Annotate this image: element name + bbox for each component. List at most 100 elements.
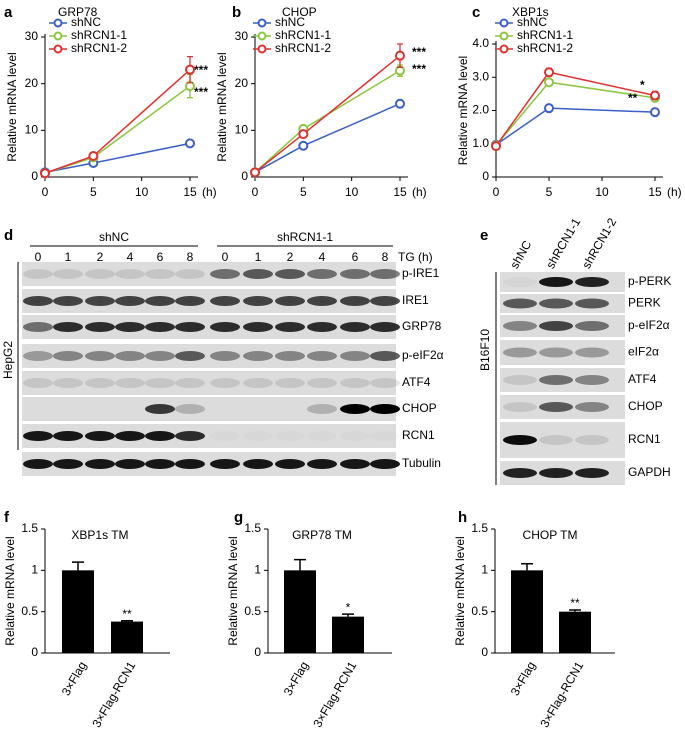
- blot-strip: [22, 371, 396, 395]
- band: [503, 347, 537, 358]
- y-axis-label: Relative mRNA level: [453, 536, 467, 645]
- legend-label: shRCN1-1: [517, 28, 573, 42]
- y-tick-label: 0.5: [244, 604, 261, 618]
- lane-label: 1: [255, 250, 262, 264]
- series-line: [44, 85, 191, 174]
- band: [115, 378, 145, 388]
- band: [145, 431, 175, 441]
- y-tick-label: 30: [25, 29, 39, 43]
- lane-label: 0: [222, 250, 229, 264]
- legend-marker: [499, 31, 509, 41]
- band: [115, 459, 145, 469]
- band: [145, 322, 175, 332]
- band: [275, 296, 305, 306]
- band: [307, 431, 337, 441]
- y-tick-label: 0.5: [21, 604, 38, 618]
- panel-letter: a: [4, 4, 13, 21]
- legend-label: shRCN1-2: [275, 41, 331, 55]
- band: [175, 269, 205, 279]
- y-tick-label: 3.0: [472, 69, 489, 83]
- point: [650, 107, 660, 118]
- row-label: CHOP: [402, 401, 437, 415]
- x-tick-label: 5: [300, 185, 307, 199]
- band: [575, 321, 609, 331]
- band: [575, 347, 609, 358]
- y-axis-label: Relative mRNA level: [3, 536, 17, 645]
- band: [539, 298, 573, 309]
- series-line: [44, 142, 191, 174]
- band: [53, 269, 83, 279]
- point: [40, 168, 50, 179]
- panel-letter: h: [458, 509, 467, 526]
- y-tick-label: 20: [25, 76, 39, 90]
- y-tick-label: 0: [254, 645, 261, 659]
- panel-letter: c: [472, 4, 480, 21]
- band: [503, 298, 537, 309]
- band: [85, 296, 115, 306]
- band: [503, 321, 537, 331]
- panel-letter: b: [232, 4, 241, 21]
- x-tick-label: 5: [546, 185, 553, 199]
- row-label: GRP78: [402, 319, 442, 333]
- lane-label: 8: [187, 250, 194, 264]
- lane-label: shNC: [507, 238, 534, 271]
- band: [210, 431, 240, 441]
- group-label: shRCN1-1: [277, 230, 333, 244]
- band: [53, 378, 83, 388]
- band: [115, 296, 145, 306]
- point: [544, 67, 554, 78]
- legend-marker: [499, 18, 509, 28]
- x-tick-label: 3×Flag-RCN1: [89, 659, 138, 730]
- band: [243, 431, 273, 441]
- point: [544, 77, 554, 88]
- significance: *: [640, 78, 645, 92]
- x-tick-label: 0: [493, 185, 500, 199]
- row-label: p-IRE1: [402, 266, 440, 280]
- band: [175, 322, 205, 332]
- significance: ***: [412, 62, 426, 76]
- band: [307, 404, 337, 414]
- band: [210, 269, 240, 279]
- band: [210, 351, 240, 361]
- lane-label: shRCN1-1: [543, 215, 583, 271]
- band: [340, 459, 370, 469]
- band: [275, 378, 305, 388]
- x-axis-unit: (h): [412, 185, 427, 199]
- x-tick-label: 10: [345, 185, 359, 199]
- bar: [62, 570, 94, 653]
- chart-title: CHOP: [282, 5, 317, 19]
- band: [370, 459, 400, 469]
- band: [243, 269, 273, 279]
- lane-label: 1: [65, 250, 72, 264]
- band: [575, 402, 609, 412]
- band: [175, 459, 205, 469]
- x-tick-label: 3×Flag: [508, 659, 539, 698]
- legend-label: shNC: [71, 15, 101, 29]
- row-label: ATF4: [628, 372, 657, 386]
- lane-label: 4: [127, 250, 134, 264]
- band: [340, 404, 370, 414]
- band: [23, 378, 53, 388]
- band: [503, 468, 537, 478]
- bar: [284, 570, 316, 653]
- significance: **: [570, 596, 580, 610]
- chart-title: GRP78 TM: [292, 528, 352, 542]
- legend-label: shRCN1-2: [71, 41, 127, 55]
- band: [575, 375, 609, 385]
- point: [395, 50, 405, 61]
- band: [307, 322, 337, 332]
- band: [115, 322, 145, 332]
- y-axis-label: Relative mRNA level: [215, 52, 229, 161]
- lane-label: 0: [35, 250, 42, 264]
- band: [23, 459, 53, 469]
- band: [145, 296, 175, 306]
- significance: ***: [412, 45, 426, 59]
- x-tick-label: 3×Flag-RCN1: [537, 659, 586, 730]
- band: [370, 404, 400, 414]
- significance: *: [346, 600, 351, 614]
- band: [503, 375, 537, 385]
- row-label: Tubulin: [402, 456, 441, 470]
- band: [503, 402, 537, 412]
- panel-letter: f: [4, 509, 10, 526]
